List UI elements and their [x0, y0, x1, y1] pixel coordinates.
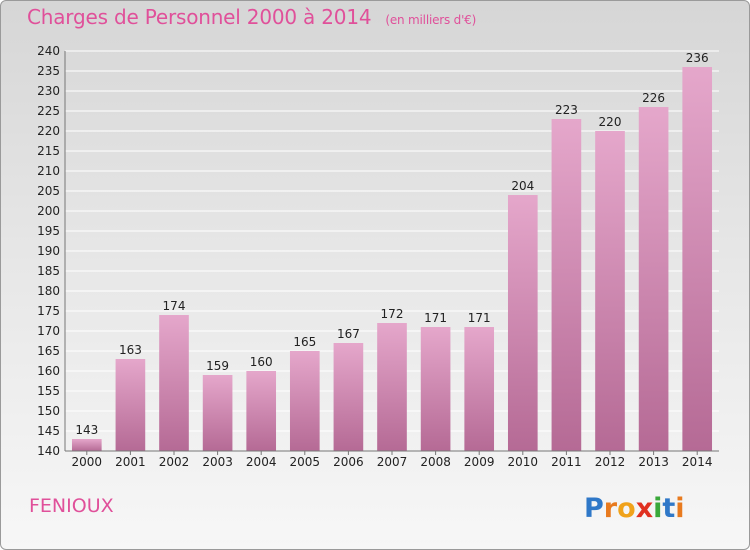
x-tick-label-2009: 2009	[464, 455, 495, 469]
data-label-2005: 165	[293, 335, 316, 349]
chart-title: Charges de Personnel 2000 à 2014 (en mill…	[27, 5, 476, 29]
x-tick-label-2012: 2012	[595, 455, 626, 469]
svg-text:Proxiti: Proxiti	[584, 493, 685, 524]
y-tick-label: 190	[37, 244, 60, 258]
chart-subtitle: (en milliers d'€)	[385, 13, 477, 27]
data-label-2006: 167	[337, 327, 360, 341]
data-label-2011: 223	[555, 103, 578, 117]
x-tick-label-2001: 2001	[115, 455, 146, 469]
x-tick-label-2006: 2006	[333, 455, 364, 469]
data-label-2003: 159	[206, 359, 229, 373]
proxiti-logo: Proxiti	[584, 493, 685, 524]
x-tick-label-2000: 2000	[72, 455, 103, 469]
data-label-2004: 160	[250, 355, 273, 369]
bar-2009	[464, 327, 495, 451]
bar-2013	[638, 107, 669, 451]
y-tick-label: 160	[37, 364, 60, 378]
bar-2002	[159, 315, 189, 451]
bar-2003	[202, 375, 233, 451]
y-tick-label: 140	[37, 444, 60, 458]
data-label-2002: 174	[163, 299, 186, 313]
bar-2014	[682, 67, 713, 451]
bar-2000	[71, 439, 102, 451]
chart-title-text: Charges de Personnel 2000 à 2014	[27, 5, 372, 29]
data-label-2014: 236	[686, 51, 709, 65]
y-tick-label: 200	[37, 204, 60, 218]
y-tick-label: 240	[37, 44, 60, 58]
x-tick-label-2014: 2014	[682, 455, 713, 469]
bar-2008	[420, 327, 451, 451]
y-tick-label: 165	[37, 344, 60, 358]
data-label-2010: 204	[511, 179, 534, 193]
bar-2005	[289, 351, 320, 451]
data-label-2013: 226	[642, 91, 665, 105]
data-label-2007: 172	[381, 307, 404, 321]
x-tick-label-2007: 2007	[377, 455, 408, 469]
commune-name: FENIOUX	[29, 495, 114, 517]
y-tick-label: 235	[37, 64, 60, 78]
x-tick-label-2004: 2004	[246, 455, 277, 469]
y-tick-label: 170	[37, 324, 60, 338]
data-label-2000: 143	[75, 423, 98, 437]
bar-2010	[507, 195, 538, 451]
axes-group: 1401451501551601651701751801851901952002…	[37, 44, 719, 469]
y-tick-label: 205	[37, 184, 60, 198]
y-tick-label: 155	[37, 384, 60, 398]
bar-2001	[115, 359, 146, 451]
bar-2012	[595, 131, 625, 451]
y-tick-label: 220	[37, 124, 60, 138]
y-tick-label: 175	[37, 304, 60, 318]
data-label-2001: 163	[119, 343, 142, 357]
y-tick-label: 215	[37, 144, 60, 158]
y-tick-label: 150	[37, 404, 60, 418]
bar-2006	[333, 343, 364, 451]
data-label-2012: 220	[599, 115, 622, 129]
y-tick-label: 185	[37, 264, 60, 278]
bar-2007	[377, 323, 407, 451]
x-tick-label-2011: 2011	[551, 455, 582, 469]
y-tick-label: 195	[37, 224, 60, 238]
bars-group: 143 163 174 159 160 165 167 172 171 171 204 223 220 2…	[71, 51, 713, 451]
y-tick-label: 230	[37, 84, 60, 98]
x-tick-label-2010: 2010	[508, 455, 539, 469]
data-label-2008: 171	[424, 311, 447, 325]
bar-2011	[551, 119, 582, 451]
x-tick-label-2008: 2008	[420, 455, 451, 469]
x-tick-label-2013: 2013	[638, 455, 669, 469]
y-tick-label: 180	[37, 284, 60, 298]
x-tick-label-2005: 2005	[290, 455, 321, 469]
y-tick-label: 225	[37, 104, 60, 118]
x-tick-label-2003: 2003	[202, 455, 233, 469]
x-tick-label-2002: 2002	[159, 455, 190, 469]
y-tick-label: 145	[37, 424, 60, 438]
data-label-2009: 171	[468, 311, 491, 325]
bar-2004	[246, 371, 277, 451]
y-tick-label: 210	[37, 164, 60, 178]
